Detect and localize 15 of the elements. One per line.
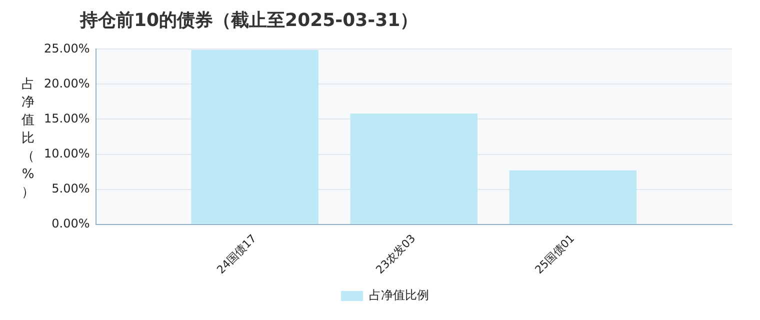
bar bbox=[191, 50, 318, 224]
y-tick-label: 10.00% bbox=[44, 146, 90, 160]
chart-title: 持仓前10的债券（截止至2025-03-31） bbox=[80, 9, 418, 32]
y-tick-label: 0.00% bbox=[52, 216, 90, 230]
y-axis-title: 占净值比（%） bbox=[20, 76, 36, 202]
x-tick-label: 23农发03 bbox=[373, 232, 418, 276]
y-tick-label: 25.00% bbox=[44, 41, 90, 56]
x-tick-label: 24国债17 bbox=[214, 232, 259, 276]
y-tick-label: 15.00% bbox=[44, 111, 90, 126]
y-tick-label: 5.00% bbox=[52, 181, 90, 196]
bar bbox=[509, 170, 637, 224]
y-tick-label: 20.00% bbox=[44, 76, 90, 90]
bar bbox=[350, 114, 478, 224]
legend-label: 占净值比例 bbox=[369, 288, 429, 302]
x-tick-label: 25国债01 bbox=[532, 232, 578, 276]
